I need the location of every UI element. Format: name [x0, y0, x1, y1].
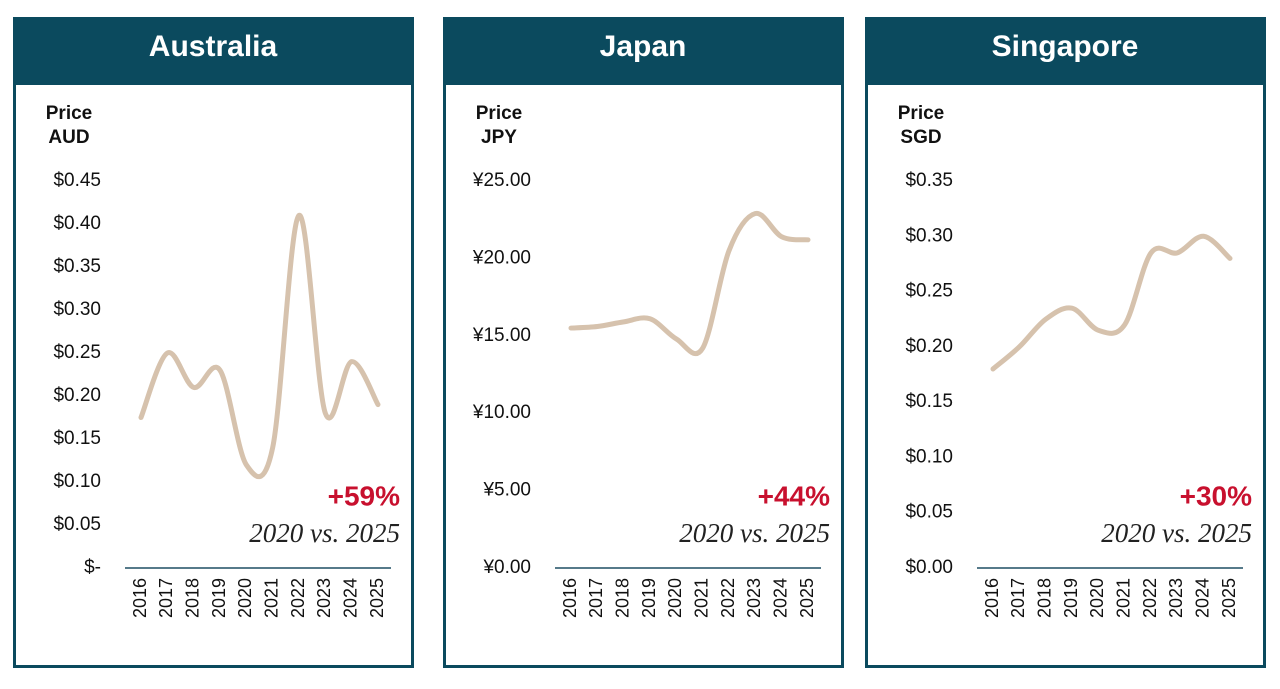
x-tick-label: 2022 [288, 578, 308, 618]
x-tick-label: 2016 [130, 578, 150, 618]
y-tick-label: ¥25.00 [472, 170, 531, 191]
panel-header [865, 17, 1266, 85]
y-tick-label: $0.20 [905, 336, 953, 357]
x-tick-label: 2021 [261, 578, 281, 618]
x-tick-label: 2019 [209, 578, 229, 618]
y-axis-label: Price [46, 103, 92, 124]
panel-header [443, 17, 844, 85]
y-tick-label: $0.20 [53, 385, 101, 406]
chart-panel: Japan Price JPY ¥0.00 ¥5.00 ¥10.00 ¥15.00 ¥20.0… [443, 17, 844, 668]
x-tick-label: 2017 [156, 578, 176, 618]
y-tick-label: $0.45 [53, 170, 101, 191]
x-tick-label: 2020 [1087, 578, 1107, 618]
x-tick-label: 2020 [235, 578, 255, 618]
x-tick-label: 2023 [1166, 578, 1186, 618]
x-tick-label: 2023 [314, 578, 334, 618]
y-axis-label: Price [476, 103, 522, 124]
comparison-annotation: 2020 vs. 2025 [249, 518, 400, 548]
y-tick-label: $0.05 [53, 514, 101, 535]
panel-header [13, 17, 414, 85]
y-tick-label: $0.40 [53, 213, 101, 234]
chart-title: Japan [600, 30, 687, 63]
x-tick-label: 2019 [1061, 578, 1081, 618]
comparison-annotation: 2020 vs. 2025 [679, 518, 830, 548]
x-tick-label: 2018 [1034, 578, 1054, 618]
x-tick-label: 2024 [1192, 578, 1212, 618]
y-tick-label: $0.00 [905, 557, 953, 578]
x-tick-label: 2024 [340, 578, 360, 618]
change-annotation: +30% [1180, 480, 1252, 511]
panel-border [443, 17, 844, 668]
y-tick-label: $0.35 [905, 170, 953, 191]
x-tick-label: 2016 [560, 578, 580, 618]
x-tick-label: 2022 [1140, 578, 1160, 618]
panel-border [865, 17, 1266, 668]
x-tick-label: 2025 [367, 578, 387, 618]
y-tick-label: ¥15.00 [472, 325, 531, 346]
x-tick-label: 2025 [797, 578, 817, 618]
comparison-annotation: 2020 vs. 2025 [1101, 518, 1252, 548]
x-tick-label: 2020 [665, 578, 685, 618]
x-tick-label: 2018 [612, 578, 632, 618]
chart-panel: Australia Price AUD $- $0.05 $0.10 $0.15 $0.20 $… [13, 17, 414, 668]
y-tick-label: $0.30 [53, 299, 101, 320]
y-tick-label: $0.15 [53, 428, 101, 449]
panel-border [13, 17, 414, 668]
y-tick-label: $0.30 [905, 225, 953, 246]
y-tick-label: ¥10.00 [472, 402, 531, 423]
chart-title: Singapore [992, 30, 1139, 63]
y-tick-label: $0.25 [905, 281, 953, 302]
y-axis-label: AUD [48, 127, 89, 148]
y-axis-label: Price [898, 103, 944, 124]
y-tick-label: ¥5.00 [482, 480, 531, 501]
y-tick-label: $0.05 [905, 502, 953, 523]
y-tick-label: $0.10 [53, 471, 101, 492]
y-tick-label: ¥20.00 [472, 247, 531, 268]
y-axis-label: JPY [481, 127, 517, 148]
x-tick-label: 2021 [691, 578, 711, 618]
x-tick-label: 2018 [182, 578, 202, 618]
x-tick-label: 2017 [586, 578, 606, 618]
x-tick-label: 2019 [639, 578, 659, 618]
x-tick-label: 2024 [770, 578, 790, 618]
y-axis-label: SGD [900, 127, 941, 148]
x-tick-label: 2022 [718, 578, 738, 618]
price-line [138, 212, 381, 480]
price-line [990, 233, 1233, 372]
x-tick-label: 2023 [744, 578, 764, 618]
y-tick-label: $- [84, 557, 101, 578]
x-tick-label: 2025 [1219, 578, 1239, 618]
x-tick-label: 2017 [1008, 578, 1028, 618]
y-tick-label: $0.25 [53, 342, 101, 363]
change-annotation: +44% [758, 480, 830, 511]
chart-title: Australia [149, 30, 278, 63]
change-annotation: +59% [328, 480, 400, 511]
y-tick-label: $0.35 [53, 256, 101, 277]
x-tick-label: 2016 [982, 578, 1002, 618]
y-tick-label: $0.10 [905, 446, 953, 467]
x-tick-label: 2021 [1113, 578, 1133, 618]
y-tick-label: ¥0.00 [482, 557, 531, 578]
price-line [568, 211, 811, 357]
chart-panel: Singapore Price SGD $0.00 $0.05 $0.10 $0.15 $0.… [865, 17, 1266, 668]
y-tick-label: $0.15 [905, 391, 953, 412]
